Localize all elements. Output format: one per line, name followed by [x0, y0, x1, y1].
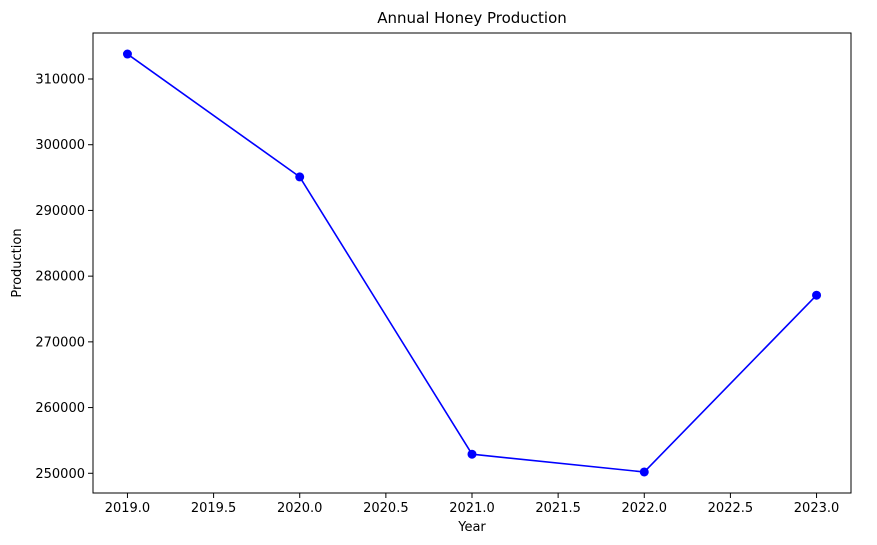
x-tick-label: 2020.0 [277, 501, 323, 516]
data-point [467, 449, 477, 459]
x-tick-label: 2020.5 [363, 501, 409, 516]
x-tick-label: 2019.0 [105, 501, 151, 516]
x-axis-title: Year [457, 520, 486, 535]
y-tick-label: 260000 [35, 401, 85, 416]
x-tick-label: 2023.0 [794, 501, 840, 516]
series-layer [122, 49, 822, 477]
data-point [639, 467, 649, 477]
data-point [122, 49, 132, 59]
plot-area-frame [92, 32, 852, 494]
y-tick-label: 250000 [35, 467, 85, 482]
y-tick-label: 300000 [35, 138, 85, 153]
y-tick-label: 310000 [35, 73, 85, 88]
y-axis-ticks: 250000 260000 270000 280000 290000 300000 3100… [35, 73, 93, 482]
x-tick-label: 2022.5 [708, 501, 754, 516]
data-point [295, 172, 305, 182]
y-tick-label: 280000 [35, 270, 85, 285]
x-tick-label: 2021.5 [535, 501, 581, 516]
y-tick-label: 290000 [35, 204, 85, 219]
x-tick-label: 2022.0 [622, 501, 668, 516]
chart-title: Annual Honey Production [377, 9, 567, 27]
x-axis-ticks: 2019.0 2019.5 2020.0 2020.5 2021.0 2021.5 2022… [105, 493, 840, 516]
series-line [126, 53, 818, 473]
x-tick-label: 2021.0 [449, 501, 495, 516]
y-axis-title: Production [10, 228, 25, 297]
x-tick-label: 2019.5 [191, 501, 237, 516]
y-tick-label: 270000 [35, 335, 85, 350]
data-point [812, 290, 822, 300]
